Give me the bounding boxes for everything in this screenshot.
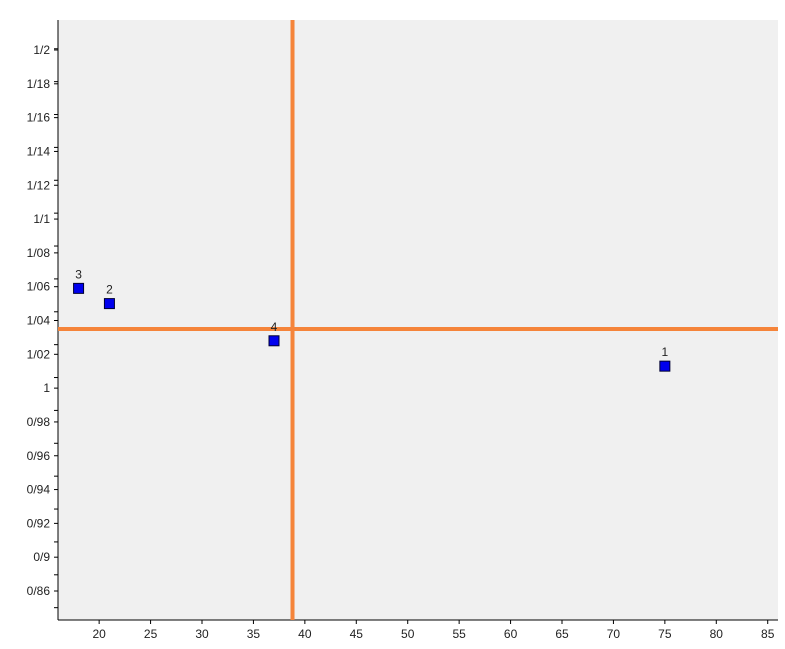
data-point-marker <box>103 298 115 310</box>
y-tick-label: 1/1 <box>33 212 50 226</box>
data-point-marker <box>73 282 85 294</box>
data-point-marker <box>659 360 671 372</box>
y-tick-label: 1/16 <box>27 111 51 125</box>
x-tick-label: 50 <box>401 627 415 641</box>
y-tick-label: 0/98 <box>27 415 51 429</box>
x-tick-label: 80 <box>710 627 724 641</box>
y-tick-label: 1 <box>43 381 50 395</box>
data-point-label: 2 <box>106 283 113 297</box>
plot-area <box>58 20 778 620</box>
x-tick-label: 60 <box>504 627 518 641</box>
x-tick-label: 85 <box>761 627 775 641</box>
x-tick-label: 20 <box>92 627 106 641</box>
data-points: 1 2 3 4 <box>73 267 671 372</box>
y-tick-label: 0/94 <box>27 483 51 497</box>
x-tick-label: 55 <box>452 627 466 641</box>
y-tick-label: 1/18 <box>27 77 51 91</box>
y-axis: 0/86 0/9 0/92 0/94 0/96 0/98 1 1/02 1/04 1/06 1/08… <box>27 20 59 620</box>
x-axis: 20 25 30 35 40 45 50 55 60 65 70 75 80 85 <box>58 619 778 641</box>
data-point-label: 1 <box>662 345 669 359</box>
y-tick-label: 1/04 <box>27 314 51 328</box>
data-point-marker <box>268 335 280 347</box>
y-tick-label: 1/12 <box>27 178 51 192</box>
y-tick-label: 0/86 <box>27 584 51 598</box>
data-point-label: 4 <box>271 320 278 334</box>
x-tick-label: 40 <box>298 627 312 641</box>
x-tick-label: 75 <box>658 627 672 641</box>
x-tick-label: 35 <box>247 627 261 641</box>
x-tick-label: 65 <box>555 627 569 641</box>
y-tick-label: 1/02 <box>27 347 51 361</box>
y-tick-label: 0/92 <box>27 516 51 530</box>
y-tick-label: 1/14 <box>27 144 51 158</box>
x-tick-label: 70 <box>607 627 621 641</box>
x-tick-label: 30 <box>195 627 209 641</box>
data-point-label: 3 <box>75 267 82 281</box>
y-tick-label: 1/06 <box>27 280 51 294</box>
x-tick-label: 25 <box>144 627 158 641</box>
y-tick-label: 0/9 <box>33 550 50 564</box>
reference-lines <box>58 20 778 620</box>
x-tick-label: 45 <box>350 627 364 641</box>
y-tick-label: 1/2 <box>33 43 50 57</box>
y-tick-label: 0/96 <box>27 449 51 463</box>
y-tick-label: 1/08 <box>27 246 51 260</box>
